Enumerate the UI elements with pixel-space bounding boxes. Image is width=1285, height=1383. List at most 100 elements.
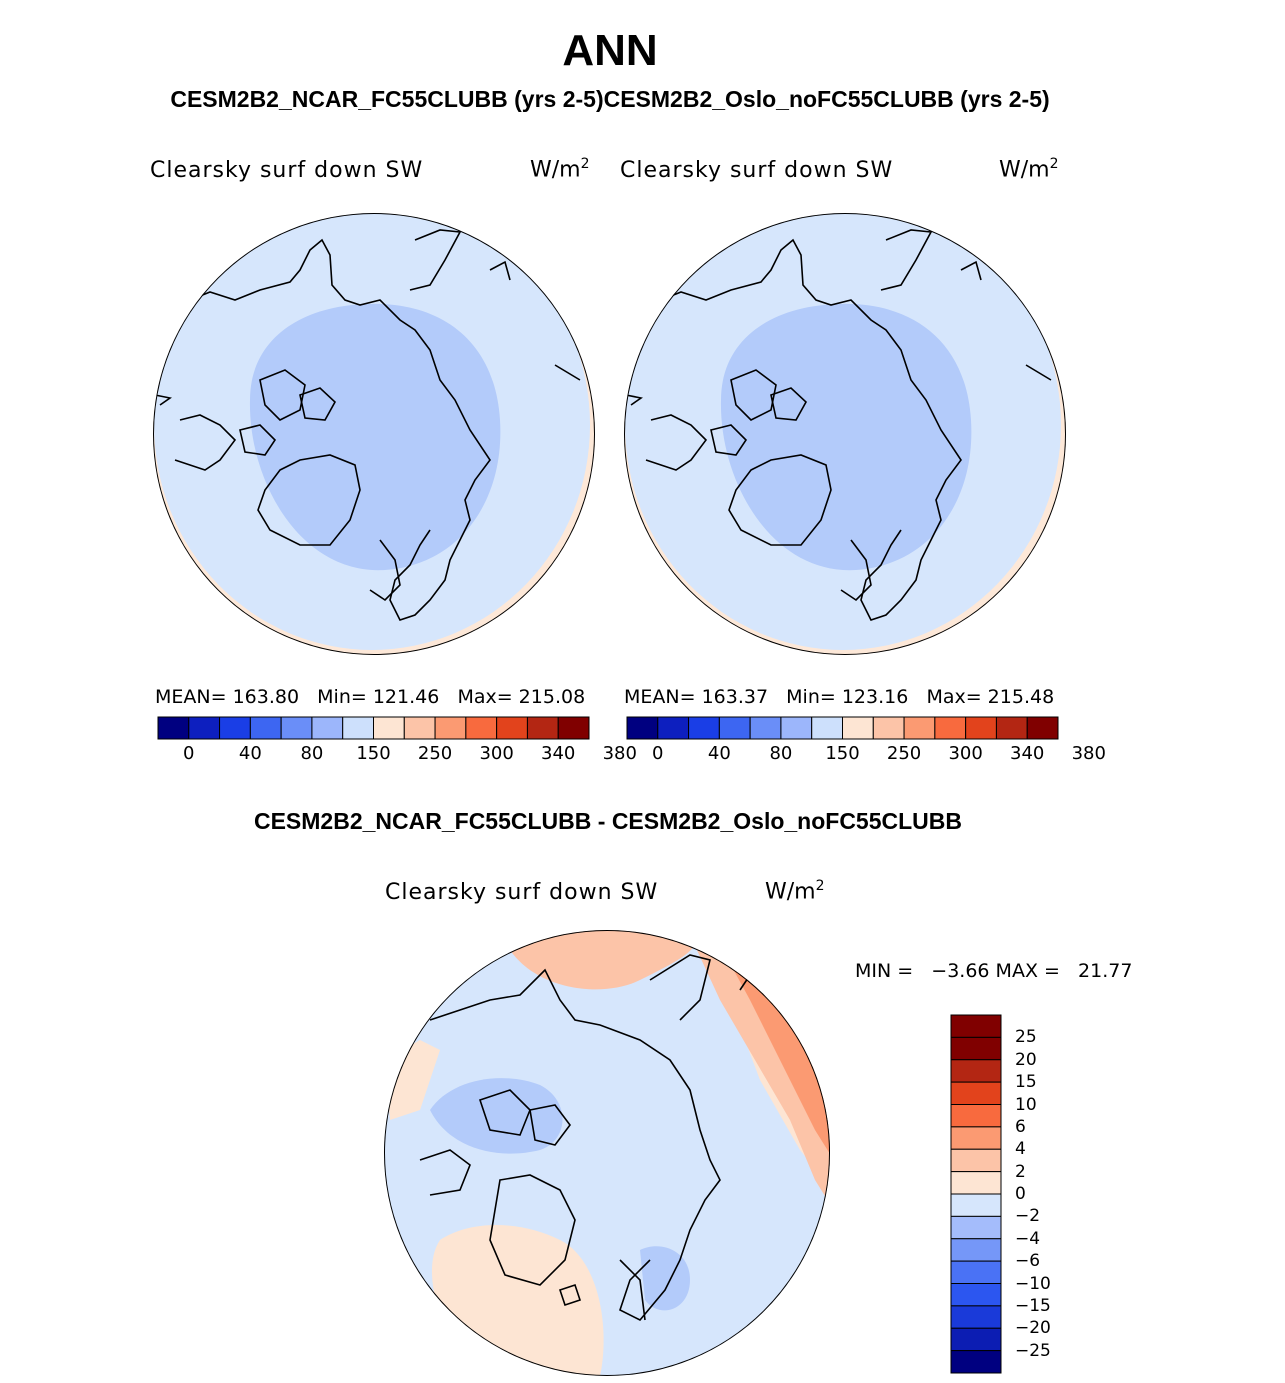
difference-title: CESM2B2_NCAR_FC55CLUBB - CESM2B2_Oslo_no… xyxy=(253,808,962,834)
panel2-colorbar-tick-label: 250 xyxy=(886,743,922,764)
panel2-colorbar-swatch xyxy=(1026,716,1059,740)
panel1-colorbar-swatch xyxy=(311,716,344,740)
diff-colorbar-tick-label: −20 xyxy=(1015,1318,1051,1339)
panel1-units: W/m2 xyxy=(530,156,590,183)
panel2-map xyxy=(624,213,1066,655)
panel2-colorbar-tick-label: 0 xyxy=(652,743,664,764)
panel2-colorbar-swatch xyxy=(780,716,813,740)
panel1-colorbar-swatch xyxy=(465,716,498,740)
panel1-colorbar-swatch xyxy=(157,716,190,740)
panel2-colorbar-tick-label: 40 xyxy=(707,743,731,764)
panel2-units: W/m2 xyxy=(999,156,1059,183)
panel1-colorbar-tick-label: 250 xyxy=(417,743,453,764)
diff-colorbar-tick-label: −15 xyxy=(1015,1295,1051,1316)
panel2-colorbar-tick-label: 380 xyxy=(1071,743,1106,764)
diff-colorbar xyxy=(950,1014,1002,1374)
diff-colorbar-swatch xyxy=(950,1260,1002,1284)
page-title: ANN xyxy=(562,26,658,75)
panel2-colorbar xyxy=(626,716,1059,740)
diff-colorbar-tick-label: 10 xyxy=(1015,1094,1037,1115)
panel1-colorbar-tick-label: 80 xyxy=(300,743,324,764)
diff-colorbar-tick-label: 2 xyxy=(1015,1161,1026,1182)
panel2-colorbar-tick-label: 80 xyxy=(769,743,793,764)
panel1-colorbar-tick-label: 380 xyxy=(602,743,637,764)
diff-colorbar-swatch xyxy=(950,1059,1002,1083)
diff-colorbar-tick-label: −25 xyxy=(1015,1340,1051,1361)
panel2-colorbar-swatch xyxy=(965,716,997,740)
diff-colorbar-tick-label: 6 xyxy=(1015,1116,1026,1137)
diff-colorbar-swatch xyxy=(950,1126,1002,1150)
diff-variable-label: Clearsky surf down SW xyxy=(385,880,659,905)
diff-colorbar-swatch xyxy=(950,1171,1002,1195)
panel2-colorbar-swatch xyxy=(872,716,905,740)
panel1-colorbar-tick-label: 300 xyxy=(479,743,514,764)
diff-colorbar-swatch xyxy=(950,1350,1002,1374)
panel1-colorbar-swatch xyxy=(434,716,467,740)
diff-colorbar-tick-label: 20 xyxy=(1015,1049,1037,1070)
panel2-colorbar-tick-label: 150 xyxy=(825,743,860,764)
panel2-colorbar-swatch xyxy=(811,716,844,740)
panel1-colorbar-swatch xyxy=(342,716,375,740)
diff-colorbar-swatch xyxy=(950,1148,1002,1173)
panel1-coastlines xyxy=(154,229,581,621)
panel2-colorbar-swatch xyxy=(626,716,659,740)
diff-colorbar-tick-label: −4 xyxy=(1015,1228,1041,1249)
diff-minmax: MIN = −3.66 MAX = 21.77 xyxy=(855,960,1133,982)
panel1-colorbar xyxy=(157,716,590,740)
panel1-colorbar-tick-label: 40 xyxy=(238,743,262,764)
panel1-map xyxy=(153,213,595,655)
diff-colorbar-swatch xyxy=(950,1238,1002,1262)
diff-colorbar-tick-label: 25 xyxy=(1015,1027,1037,1048)
diff-colorbar-tick-label: 4 xyxy=(1015,1139,1026,1160)
diff-units: W/m2 xyxy=(765,878,825,905)
panel2-colorbar-swatch xyxy=(688,716,720,740)
diff-colorbar-swatch xyxy=(950,1283,1002,1307)
diff-colorbar-swatch xyxy=(950,1081,1002,1105)
panel2-colorbar-swatch xyxy=(934,716,967,740)
diff-north-field xyxy=(500,930,700,990)
panel1-colorbar-swatch xyxy=(249,716,282,740)
panel2-low-field xyxy=(720,303,972,571)
diff-colorbar-swatch xyxy=(950,1014,1002,1038)
panel1-colorbar-swatch xyxy=(557,716,590,740)
panel1-variable-label: Clearsky surf down SW xyxy=(150,158,424,183)
diff-colorbar-swatch xyxy=(950,1305,1002,1329)
cases-subtitle: CESM2B2_NCAR_FC55CLUBB (yrs 2-5)CESM2B2_… xyxy=(170,86,1050,112)
diff-colorbar-tick-label: −2 xyxy=(1015,1206,1041,1227)
diff-colorbar-tick-label: −6 xyxy=(1015,1251,1041,1272)
panel1-colorbar-swatch xyxy=(403,716,436,740)
panel1-colorbar-tick-label: 150 xyxy=(356,743,391,764)
panel2-coastlines xyxy=(625,229,1052,621)
diff-colorbar-swatch xyxy=(950,1215,1002,1240)
panel1-colorbar-swatch xyxy=(188,716,221,740)
panel2-variable-label: Clearsky surf down SW xyxy=(620,158,894,183)
diff-colorbar-swatch xyxy=(950,1327,1002,1352)
diff-colorbar-swatch xyxy=(950,1193,1002,1217)
panel1-colorbar-swatch xyxy=(526,716,559,740)
panel1-stats: MEAN= 163.80 Min= 121.46 Max= 215.08 xyxy=(155,686,586,708)
diff-coastlines xyxy=(419,954,761,1321)
diff-base-field xyxy=(384,930,830,1376)
diff-colorbar-tick-label: −10 xyxy=(1015,1273,1051,1294)
panel1-colorbar-tick-label: 0 xyxy=(183,743,195,764)
diff-colorbar-tick-label: 15 xyxy=(1015,1072,1037,1093)
panel2-colorbar-swatch xyxy=(903,716,936,740)
panel2-colorbar-swatch xyxy=(718,716,751,740)
panel1-colorbar-swatch xyxy=(373,716,405,740)
diff-map xyxy=(384,930,830,1376)
panel1-colorbar-swatch xyxy=(496,716,528,740)
panel2-colorbar-swatch xyxy=(995,716,1028,740)
panel2-colorbar-swatch xyxy=(842,716,874,740)
diff-colorbar-swatch xyxy=(950,1104,1002,1128)
panel1-colorbar-swatch xyxy=(280,716,313,740)
diff-low-field-2 xyxy=(640,1246,690,1311)
diff-colorbar-swatch xyxy=(950,1036,1002,1061)
panel1-colorbar-tick-label: 340 xyxy=(541,743,576,764)
panel2-stats: MEAN= 163.37 Min= 123.16 Max= 215.48 xyxy=(624,686,1055,708)
panel1-low-field xyxy=(249,303,501,571)
panel1-colorbar-swatch xyxy=(219,716,251,740)
diff-east-field-2 xyxy=(720,945,830,1170)
panel2-colorbar-tick-label: 340 xyxy=(1010,743,1045,764)
panel2-colorbar-tick-label: 300 xyxy=(948,743,983,764)
